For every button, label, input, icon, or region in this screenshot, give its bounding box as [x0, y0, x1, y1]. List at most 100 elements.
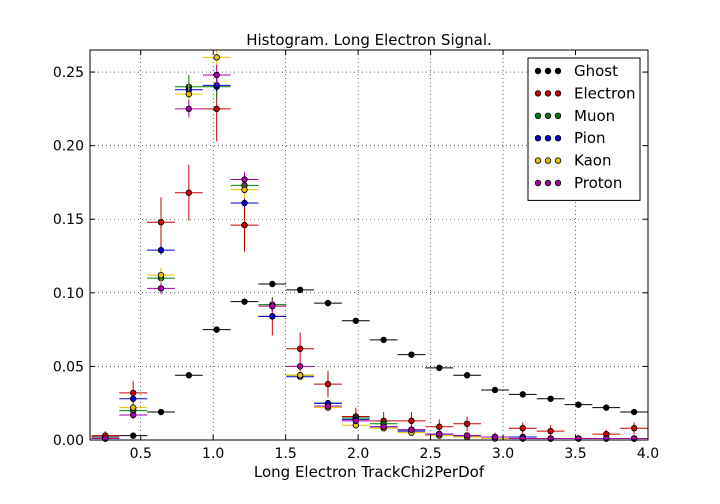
- x-tick-label: 1.5: [275, 446, 297, 462]
- data-point: [213, 54, 220, 61]
- y-tick-label: 0.25: [53, 65, 84, 81]
- data-point: [129, 389, 137, 397]
- y-tick-label: 0.20: [53, 139, 84, 155]
- y-tick-label: 0.05: [53, 359, 84, 375]
- data-point: [324, 299, 332, 307]
- x-tick-label: 2.5: [419, 446, 441, 462]
- data-point: [408, 417, 415, 425]
- data-point: [352, 417, 360, 425]
- data-point: [157, 218, 165, 226]
- legend-marker: [544, 134, 552, 142]
- x-tick-label: 2.0: [347, 446, 369, 462]
- data-point: [519, 391, 526, 398]
- data-point: [463, 420, 471, 428]
- x-tick-label: 3.5: [564, 446, 586, 462]
- legend-label: Electron: [574, 84, 636, 102]
- legend-entry-pion: Pion: [534, 129, 606, 147]
- data-point: [241, 176, 248, 183]
- data-point: [296, 345, 304, 352]
- legend-marker: [554, 157, 562, 164]
- data-point: [408, 426, 415, 433]
- data-point: [575, 401, 582, 408]
- data-point: [129, 432, 137, 439]
- data-point: [491, 433, 499, 441]
- axis-ticks: 0.5 1.0 1.5 2.0 2.5 3.0 3.5 4.0 0.00 0.05 0.10 0.15…: [53, 50, 659, 462]
- data-point: [157, 408, 165, 416]
- legend-marker: [534, 179, 542, 187]
- legend-entry-ghost: Ghost: [534, 62, 618, 80]
- data-point: [241, 221, 248, 229]
- data-point: [491, 386, 499, 394]
- legend-label: Ghost: [574, 62, 618, 80]
- data-point: [129, 395, 137, 402]
- y-tick-label: 0.00: [53, 433, 84, 449]
- legend: Ghost Electron Muon Pion Kaon Proton: [527, 57, 641, 201]
- legend-marker: [554, 134, 562, 142]
- legend-entry-electron: Electron: [534, 84, 636, 102]
- data-point: [129, 404, 137, 411]
- data-point: [185, 189, 193, 196]
- legend-label: Pion: [574, 129, 606, 147]
- data-point: [630, 425, 638, 432]
- legend-label: Kaon: [574, 152, 611, 170]
- data-point: [157, 285, 165, 292]
- data-point: [129, 411, 137, 419]
- legend-entry-proton: Proton: [534, 174, 622, 192]
- data-point: [185, 372, 193, 379]
- legend-marker: [534, 90, 542, 97]
- legend-label: Muon: [574, 107, 615, 125]
- data-point: [436, 423, 443, 430]
- x-tick-label: 3.0: [492, 446, 514, 462]
- data-point: [519, 425, 526, 432]
- data-point: [213, 326, 220, 333]
- data-point: [269, 313, 276, 320]
- data-point: [352, 317, 360, 324]
- data-point: [380, 423, 387, 430]
- legend-marker: [554, 67, 562, 75]
- y-tick-label: 0.15: [53, 212, 84, 228]
- data-point: [157, 271, 165, 279]
- series-proton: [91, 64, 648, 442]
- legend-marker: [534, 67, 542, 75]
- data-point: [603, 404, 610, 411]
- data-point: [380, 336, 387, 344]
- legend-marker: [544, 67, 552, 75]
- legend-marker: [544, 179, 552, 187]
- legend-marker: [554, 90, 562, 97]
- data-point: [241, 199, 248, 207]
- chart-title: Histogram. Long Electron Signal.: [246, 31, 492, 49]
- legend-marker: [554, 112, 562, 119]
- data-point: [463, 432, 471, 439]
- legend-marker: [534, 134, 542, 142]
- legend-label: Proton: [574, 174, 622, 192]
- data-point: [547, 395, 554, 402]
- data-point: [296, 363, 304, 370]
- data-point: [269, 280, 276, 288]
- plot-area: [91, 50, 648, 442]
- data-point: [436, 364, 443, 372]
- data-point: [324, 380, 332, 388]
- data-point: [463, 372, 471, 379]
- x-axis-label: Long Electron TrackChi2PerDof: [254, 463, 485, 481]
- data-point: [547, 427, 554, 435]
- data-point: [324, 402, 332, 410]
- legend-entry-kaon: Kaon: [534, 152, 611, 170]
- data-point: [157, 246, 165, 254]
- y-tick-label: 0.10: [53, 286, 84, 302]
- x-tick-label: 0.5: [130, 446, 152, 462]
- legend-marker: [544, 157, 552, 164]
- data-point: [408, 351, 415, 358]
- legend-marker: [534, 157, 542, 164]
- legend-marker: [554, 179, 562, 187]
- data-point: [241, 186, 248, 194]
- data-point: [630, 408, 638, 416]
- legend-marker: [544, 112, 552, 119]
- data-point: [296, 286, 304, 294]
- data-point: [436, 430, 443, 438]
- plot-frame: [89, 49, 649, 441]
- legend-marker: [544, 90, 552, 97]
- data-point: [269, 302, 276, 310]
- data-point: [213, 71, 220, 79]
- x-tick-label: 4.0: [637, 446, 659, 462]
